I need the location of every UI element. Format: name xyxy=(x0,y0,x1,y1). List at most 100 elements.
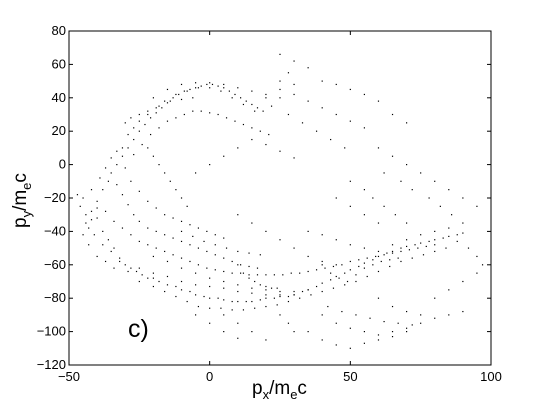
data-point xyxy=(195,87,197,89)
data-point xyxy=(124,122,126,124)
data-point xyxy=(225,247,228,249)
data-point xyxy=(195,82,197,84)
data-point xyxy=(307,67,309,69)
data-point xyxy=(138,240,140,243)
data-point xyxy=(127,147,129,149)
data-point xyxy=(462,310,464,313)
data-point xyxy=(358,265,360,268)
data-point xyxy=(251,222,253,224)
data-point xyxy=(462,280,464,283)
data-point xyxy=(414,244,416,246)
data-point xyxy=(76,194,79,196)
data-point xyxy=(180,197,183,199)
y-tick-label: −80 xyxy=(44,290,66,305)
data-point xyxy=(166,284,169,286)
data-point xyxy=(231,272,233,274)
data-point xyxy=(293,331,295,333)
data-point xyxy=(448,289,450,291)
data-point xyxy=(155,207,157,209)
data-point xyxy=(102,230,104,232)
data-point xyxy=(144,123,146,126)
data-point xyxy=(138,280,140,283)
data-point xyxy=(363,214,365,216)
data-point xyxy=(152,277,154,279)
data-point xyxy=(209,285,211,288)
data-point xyxy=(206,267,208,269)
data-point xyxy=(420,242,422,244)
data-point xyxy=(439,205,441,207)
data-point xyxy=(363,331,365,333)
data-point xyxy=(251,138,253,141)
data-point xyxy=(180,240,183,243)
data-point xyxy=(321,314,323,316)
data-point xyxy=(448,227,450,229)
data-point xyxy=(451,214,453,216)
data-point xyxy=(124,167,126,169)
data-point xyxy=(330,272,332,274)
data-point xyxy=(299,272,301,274)
data-point xyxy=(372,259,374,261)
data-point xyxy=(237,264,239,266)
data-point xyxy=(321,264,323,266)
data-point xyxy=(293,60,295,62)
data-point xyxy=(158,127,160,129)
y-tick-label: −100 xyxy=(37,324,66,339)
data-point xyxy=(270,287,273,289)
data-point xyxy=(242,103,245,106)
data-point xyxy=(96,255,98,258)
data-point xyxy=(166,120,169,122)
data-point xyxy=(265,289,267,291)
data-point xyxy=(155,247,157,249)
data-point xyxy=(349,180,351,182)
data-point xyxy=(397,322,399,324)
data-point xyxy=(321,282,323,284)
data-point xyxy=(363,127,365,129)
data-point xyxy=(133,214,135,216)
data-point xyxy=(158,105,160,107)
data-point xyxy=(130,234,132,236)
data-point xyxy=(462,197,464,199)
data-point xyxy=(147,244,149,246)
data-point xyxy=(237,290,239,293)
data-point xyxy=(231,260,233,263)
data-point xyxy=(377,250,380,253)
data-point xyxy=(363,189,365,191)
data-point xyxy=(158,280,160,283)
y-tick-label: −40 xyxy=(44,223,66,238)
data-point xyxy=(141,143,143,146)
data-point xyxy=(406,122,408,124)
data-point xyxy=(389,259,391,261)
data-point xyxy=(172,254,174,256)
data-point xyxy=(321,80,323,82)
data-point xyxy=(237,322,239,324)
data-point xyxy=(391,331,394,333)
data-point xyxy=(273,297,275,299)
data-point xyxy=(189,260,191,263)
data-point xyxy=(209,322,211,324)
data-point xyxy=(448,314,450,316)
data-point xyxy=(335,113,337,116)
data-point xyxy=(341,264,343,266)
data-point xyxy=(130,267,132,269)
data-point xyxy=(248,277,250,279)
x-tick-label: 0 xyxy=(206,369,213,384)
data-point xyxy=(391,113,394,116)
data-point xyxy=(180,267,183,269)
data-point xyxy=(377,334,380,336)
data-point xyxy=(172,217,174,219)
data-point xyxy=(411,324,413,326)
data-point xyxy=(192,235,194,238)
data-point xyxy=(223,257,225,259)
data-point xyxy=(175,117,177,119)
data-point xyxy=(85,214,87,216)
data-point xyxy=(358,259,360,261)
data-point xyxy=(85,222,87,224)
data-point xyxy=(127,270,129,273)
data-point xyxy=(462,232,464,234)
data-point xyxy=(259,254,261,256)
data-point xyxy=(234,93,236,96)
data-point xyxy=(279,239,281,241)
data-point xyxy=(217,297,219,299)
data-point xyxy=(383,320,385,323)
data-point xyxy=(293,247,295,249)
